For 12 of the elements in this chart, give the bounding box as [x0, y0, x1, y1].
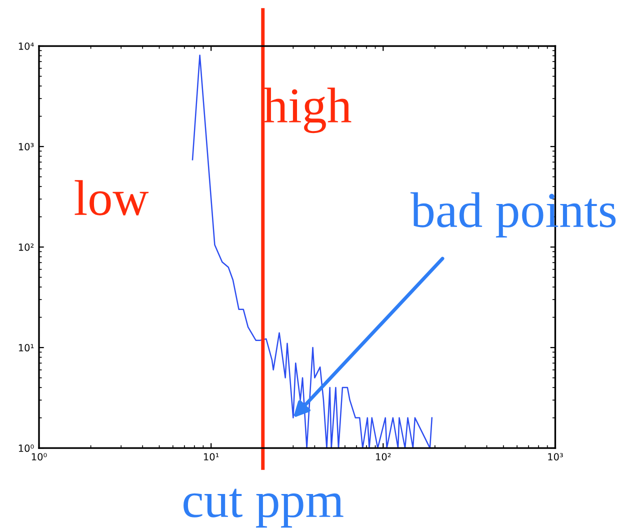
x-tick-label: 10⁰ [32, 453, 47, 460]
y-tick-label: 10³ [18, 143, 34, 150]
annotation: high [263, 88, 352, 134]
annotation: low [74, 180, 149, 216]
x-tick-label: 10³ [548, 453, 563, 460]
x-tick-label: 10² [376, 453, 391, 460]
y-tick-label: 10⁰ [18, 444, 34, 452]
x-tick-label: 10¹ [204, 453, 219, 460]
y-tick-label: 10² [18, 244, 34, 251]
y-tick-label: 10⁴ [18, 42, 34, 50]
y-tick-label: 10¹ [18, 344, 34, 352]
ref-line-label: cut ppm [184, 488, 344, 528]
